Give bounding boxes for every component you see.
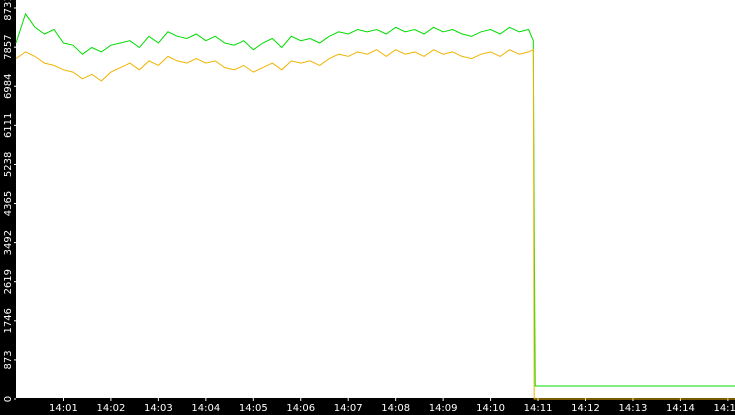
x-tick-label: 14:12 — [571, 403, 600, 414]
x-tick-label: 14:09 — [429, 403, 458, 414]
line-series — [15, 12, 735, 387]
y-tick-label: 6111 — [3, 113, 14, 138]
x-tick-label: 14:02 — [97, 403, 126, 414]
y-tick-label: 7857 — [3, 34, 14, 59]
x-tick-label: 14:03 — [144, 403, 173, 414]
x-tick-label: 14:07 — [334, 403, 363, 414]
y-tick-label: 4365 — [3, 191, 14, 216]
y-tick-label: 3492 — [3, 230, 14, 255]
y-tick-label: 1746 — [3, 308, 14, 333]
x-tick-label: 14:15 — [713, 403, 735, 414]
y-tick-label: 873 — [3, 350, 14, 369]
x-tick-label: 14:08 — [381, 403, 410, 414]
line-series — [15, 48, 735, 400]
x-tick-label: 14:11 — [524, 403, 553, 414]
x-tick-label: 14:04 — [191, 403, 220, 414]
x-tick-label: 14:01 — [49, 403, 78, 414]
x-tick-label: 14:05 — [239, 403, 268, 414]
x-tick-label: 14:10 — [476, 403, 505, 414]
y-tick-label: 0 — [3, 396, 14, 402]
x-tick-label: 14:14 — [666, 403, 695, 414]
y-tick-label: 2619 — [3, 269, 14, 294]
y-tick-label: 8731 — [3, 0, 14, 21]
x-tick-label: 14:13 — [619, 403, 648, 414]
y-tick-label: 5238 — [3, 152, 14, 177]
plot-area — [16, 0, 735, 398]
x-tick-label: 14:06 — [286, 403, 315, 414]
y-tick-label: 6984 — [3, 74, 14, 99]
